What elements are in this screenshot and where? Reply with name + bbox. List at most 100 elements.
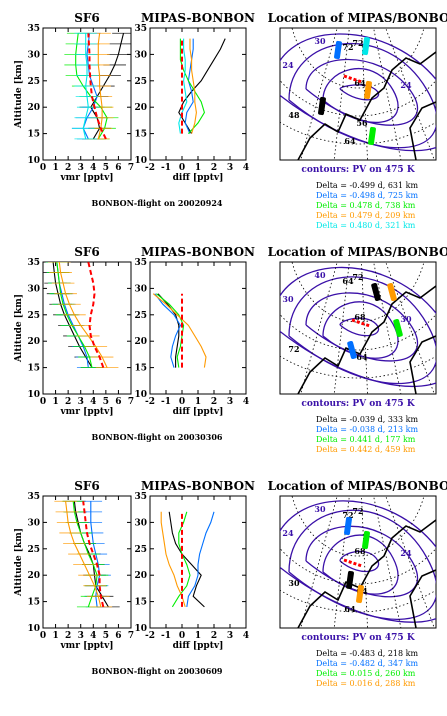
contour-label: 40 <box>314 270 326 280</box>
difference-panel: MIPAS-BONBON 10 15 20 25 30 35 -2 -1 0 1 2 3 4 diff [p… <box>134 11 255 183</box>
x-tick-label: 5 <box>103 397 109 407</box>
x-tick-label: 1 <box>195 397 201 407</box>
y-tick-label: 30 <box>27 518 40 528</box>
coastline <box>297 285 436 394</box>
legend-entry: Delta = 0.479 d, 209 km <box>316 211 416 220</box>
legend-entry: Delta = -0.039 d, 333 km <box>316 415 418 424</box>
y-tick-label: 35 <box>134 24 147 34</box>
map-title: Location of MIPAS/BONBON <box>268 245 447 259</box>
y-axis-label: Altitude [km] <box>14 294 24 363</box>
flight-track <box>343 74 363 84</box>
legend-entry: Delta = 0.015 d, 260 km <box>316 669 416 678</box>
x-tick-label: 4 <box>243 163 249 173</box>
x-tick-label: 3 <box>227 631 233 641</box>
measurement-marker <box>344 516 352 536</box>
map-title: Location of MIPAS/BONBON <box>268 11 447 25</box>
contour-label: 24 <box>400 548 412 558</box>
legend-entry: Delta = 0.442 d, 459 km <box>316 445 416 454</box>
contour-label: 30 <box>288 578 300 588</box>
meridian <box>385 496 435 628</box>
x-tick-label: 4 <box>90 163 96 173</box>
legend-entry: Delta = -0.482 d, 347 km <box>316 659 418 668</box>
series-line <box>156 293 185 368</box>
series-group <box>43 262 119 369</box>
y-tick-label: 35 <box>134 258 147 268</box>
y-tick-label: 20 <box>27 571 40 581</box>
contour-label: 24 <box>282 60 294 70</box>
measurement-marker <box>347 340 357 360</box>
y-tick-label: 35 <box>27 492 40 502</box>
panel-title: MIPAS-BONBON <box>141 245 255 259</box>
y-tick-label: 15 <box>27 364 40 374</box>
series-line <box>157 293 180 368</box>
latitude-label: 56 <box>356 118 368 128</box>
meridian <box>373 28 402 160</box>
panel-title: SF6 <box>74 245 100 259</box>
plot-frame <box>42 27 132 161</box>
y-axis-label: Altitude [km] <box>14 60 24 129</box>
series-line <box>178 38 226 134</box>
flight-caption: BONBON-flight on 20030609 <box>92 666 223 676</box>
meridian <box>385 262 435 394</box>
legend-entry: Delta = -0.498 d, 725 km <box>316 191 418 200</box>
x-tick-label: 7 <box>128 631 134 641</box>
x-tick-label: 1 <box>195 163 201 173</box>
series-group <box>160 511 215 608</box>
series-group <box>54 500 120 608</box>
x-axis-label: diff [pptv] <box>173 173 224 183</box>
series-line <box>184 38 194 134</box>
measurement-marker <box>334 40 342 60</box>
x-tick-label: 3 <box>78 631 84 641</box>
x-tick-label: 0 <box>179 631 185 641</box>
x-tick-label: 5 <box>103 631 109 641</box>
plot-frame <box>42 495 132 629</box>
x-tick-label: 4 <box>243 631 249 641</box>
plot-frame <box>149 27 247 161</box>
y-tick-label: 10 <box>27 390 40 400</box>
contour-label: 64 <box>344 604 356 614</box>
x-tick-label: -1 <box>161 631 171 641</box>
contour-label: 24 <box>282 528 294 538</box>
x-tick-label: -2 <box>145 631 155 641</box>
pv-contour <box>339 317 379 337</box>
x-tick-label: 6 <box>115 631 121 641</box>
meridian <box>361 496 368 628</box>
series-line <box>171 511 191 608</box>
series-line <box>82 501 105 608</box>
contour-label: 48 <box>288 110 300 120</box>
contour-label: 72 <box>342 42 353 52</box>
coastline <box>409 101 436 160</box>
y-tick-label: 30 <box>134 518 147 528</box>
series-line <box>87 262 105 368</box>
x-tick-label: 3 <box>78 163 84 173</box>
y-tick-label: 30 <box>134 50 147 60</box>
map-caption: contours: PV on 475 K <box>301 399 415 409</box>
series-group <box>64 32 131 140</box>
contour-label: 30 <box>282 294 294 304</box>
x-tick-label: 3 <box>78 397 84 407</box>
series-line <box>179 38 205 134</box>
measurement-marker <box>362 36 370 56</box>
x-tick-label: -2 <box>145 163 155 173</box>
meridian <box>333 28 350 160</box>
map-title: Location of MIPAS/BONBON <box>268 479 447 493</box>
x-tick-label: 2 <box>211 397 217 407</box>
measurement-marker <box>346 570 354 590</box>
map-caption: contours: PV on 475 K <box>301 633 415 643</box>
x-tick-label: -1 <box>161 397 171 407</box>
x-axis-label: vmr [pptv] <box>59 407 113 417</box>
flight-caption: BONBON-flight on 20020924 <box>92 198 223 208</box>
plot-frame <box>149 261 247 395</box>
x-tick-label: 3 <box>227 397 233 407</box>
series-line <box>152 293 207 368</box>
meridian <box>333 496 350 628</box>
difference-panel: MIPAS-BONBON 10 15 20 25 30 35 -2 -1 0 1 2 3 4 diff [p… <box>134 245 255 417</box>
x-tick-label: 1 <box>195 631 201 641</box>
x-axis-label: vmr [pptv] <box>59 173 113 183</box>
map-caption: contours: PV on 475 K <box>301 165 415 175</box>
latitude-label: 72 <box>352 38 363 48</box>
pv-contour <box>280 500 436 623</box>
legend-entry: Delta = 0.480 d, 321 km <box>316 221 416 230</box>
profiles-panel: SF6 10 15 20 25 30 35 0 1 2 3 4 5 6 7 vmr [pptv] Altitud… <box>14 479 134 651</box>
